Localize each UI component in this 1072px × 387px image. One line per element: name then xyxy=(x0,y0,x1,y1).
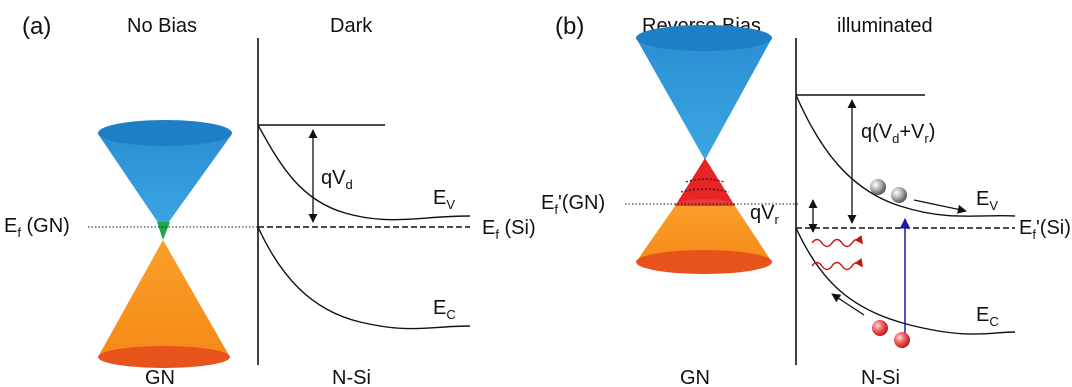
panel-a-ev-label: EV xyxy=(433,187,455,212)
panel-b-upper-cone xyxy=(636,25,772,160)
panel-a-tag: (a) xyxy=(22,13,51,40)
panel-b: (b) Reverse Bias illuminated Ef'(GN) E xyxy=(541,13,1071,387)
panel-a-upper-cone xyxy=(98,120,232,230)
panel-a-bias-label: No Bias xyxy=(127,15,197,37)
panel-a-silicon-label: N-Si xyxy=(332,367,371,387)
panel-b-ef-si-label: Ef'(Si) xyxy=(1019,217,1071,242)
panel-b-hole-drift-arrow xyxy=(913,199,967,214)
panel-b-hole-2 xyxy=(891,187,907,203)
panel-b-qvdvr-label: q(Vd+Vr) xyxy=(861,121,935,146)
panel-b-electron-drift-arrow xyxy=(831,293,865,316)
panel-b-ef-gn-label: Ef'(GN) xyxy=(541,192,605,217)
panel-b-qvr-label: qVr xyxy=(750,202,779,227)
panel-b-ev-curve xyxy=(795,94,1016,217)
panel-a-light-label: Dark xyxy=(330,15,373,37)
panel-a-ef-si-label: Ef (Si) xyxy=(482,217,536,242)
panel-a-ef-gn-label: Ef (GN) xyxy=(4,215,70,240)
panel-b-ev-label: EV xyxy=(976,188,998,213)
panel-a-ec-curve xyxy=(257,226,471,330)
panel-b-tag: (b) xyxy=(555,13,584,40)
panel-b-lower-cone xyxy=(636,206,772,274)
panel-b-hole-1 xyxy=(870,179,886,195)
panel-a-dirac-fill xyxy=(157,222,170,240)
panel-b-electron-2 xyxy=(894,332,910,348)
panel-b-light-label: illuminated xyxy=(837,15,933,37)
panel-a-qvd-label: qVd xyxy=(321,167,353,192)
panel-b-ec-curve xyxy=(795,227,1016,335)
panel-a: (a) No Bias Dark Ef (GN) EV Ef (Si) EC xyxy=(4,13,536,387)
panel-b-electron-1 xyxy=(872,320,888,336)
panel-a-graphene-label: GN xyxy=(145,367,175,387)
panel-a-ev-curve xyxy=(257,124,471,221)
panel-b-photon-wave-2 xyxy=(811,258,863,271)
panel-b-silicon-label: N-Si xyxy=(861,367,900,387)
panel-b-photon-wave-1 xyxy=(811,235,863,248)
panel-b-ec-label: EC xyxy=(976,304,999,329)
panel-a-lower-cone xyxy=(98,240,230,368)
panel-b-graphene-label: GN xyxy=(680,367,710,387)
panel-a-ec-label: EC xyxy=(433,297,456,322)
panel-b-hole-fill xyxy=(675,158,735,211)
